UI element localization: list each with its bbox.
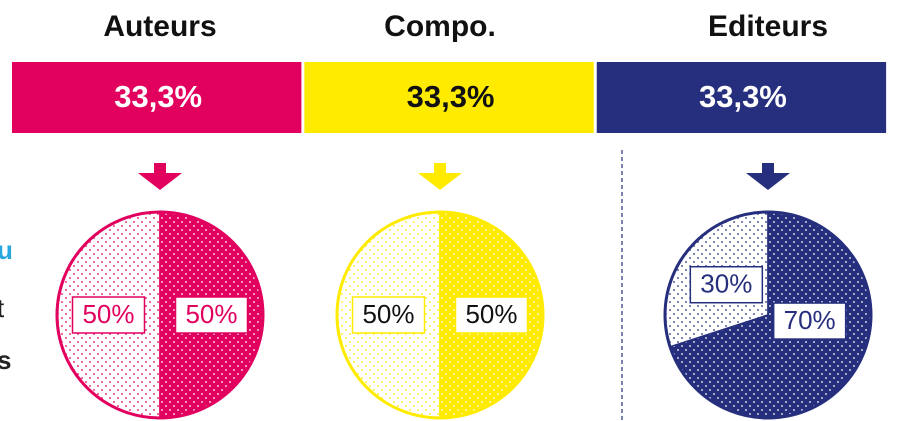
label-box: [772, 302, 847, 340]
value-label-box: 30%: [689, 265, 764, 304]
label-box: [454, 296, 529, 334]
value-label-box: 50%: [351, 296, 426, 334]
pie-outline: [663, 210, 873, 420]
edge-fragment: t: [0, 293, 5, 323]
value-label: 50%: [362, 299, 414, 329]
value-label-box: 50%: [454, 296, 529, 334]
column-title: Editeurs: [708, 10, 828, 43]
share-label: 33,3%: [407, 79, 495, 114]
edge-fragment: u: [0, 235, 13, 265]
value-label-box: 50%: [71, 296, 146, 334]
column-title: Auteurs: [103, 10, 216, 43]
share-label: 33,3%: [699, 79, 787, 114]
pie-outline: [55, 210, 265, 420]
label-box: [71, 296, 146, 334]
value-label: 50%: [82, 299, 134, 329]
value-label: 70%: [784, 305, 836, 335]
arrow: [418, 163, 462, 190]
pie-outline: [335, 210, 545, 420]
value-label: 50%: [185, 299, 237, 329]
column-title: Compo.: [384, 10, 496, 43]
label-box: [351, 296, 426, 334]
value-label-box: 70%: [772, 302, 847, 340]
edge-fragment: s: [0, 345, 11, 375]
label-box: [689, 265, 764, 304]
value-label: 50%: [465, 299, 517, 329]
value-label: 30%: [700, 269, 752, 299]
share-bar: [12, 62, 302, 133]
label-box: [174, 296, 249, 334]
share-bar: [304, 62, 594, 133]
arrow: [746, 163, 790, 190]
share-label: 33,3%: [114, 79, 202, 114]
arrow: [138, 163, 182, 190]
share-bar: [596, 62, 887, 133]
value-label-box: 50%: [174, 296, 249, 334]
